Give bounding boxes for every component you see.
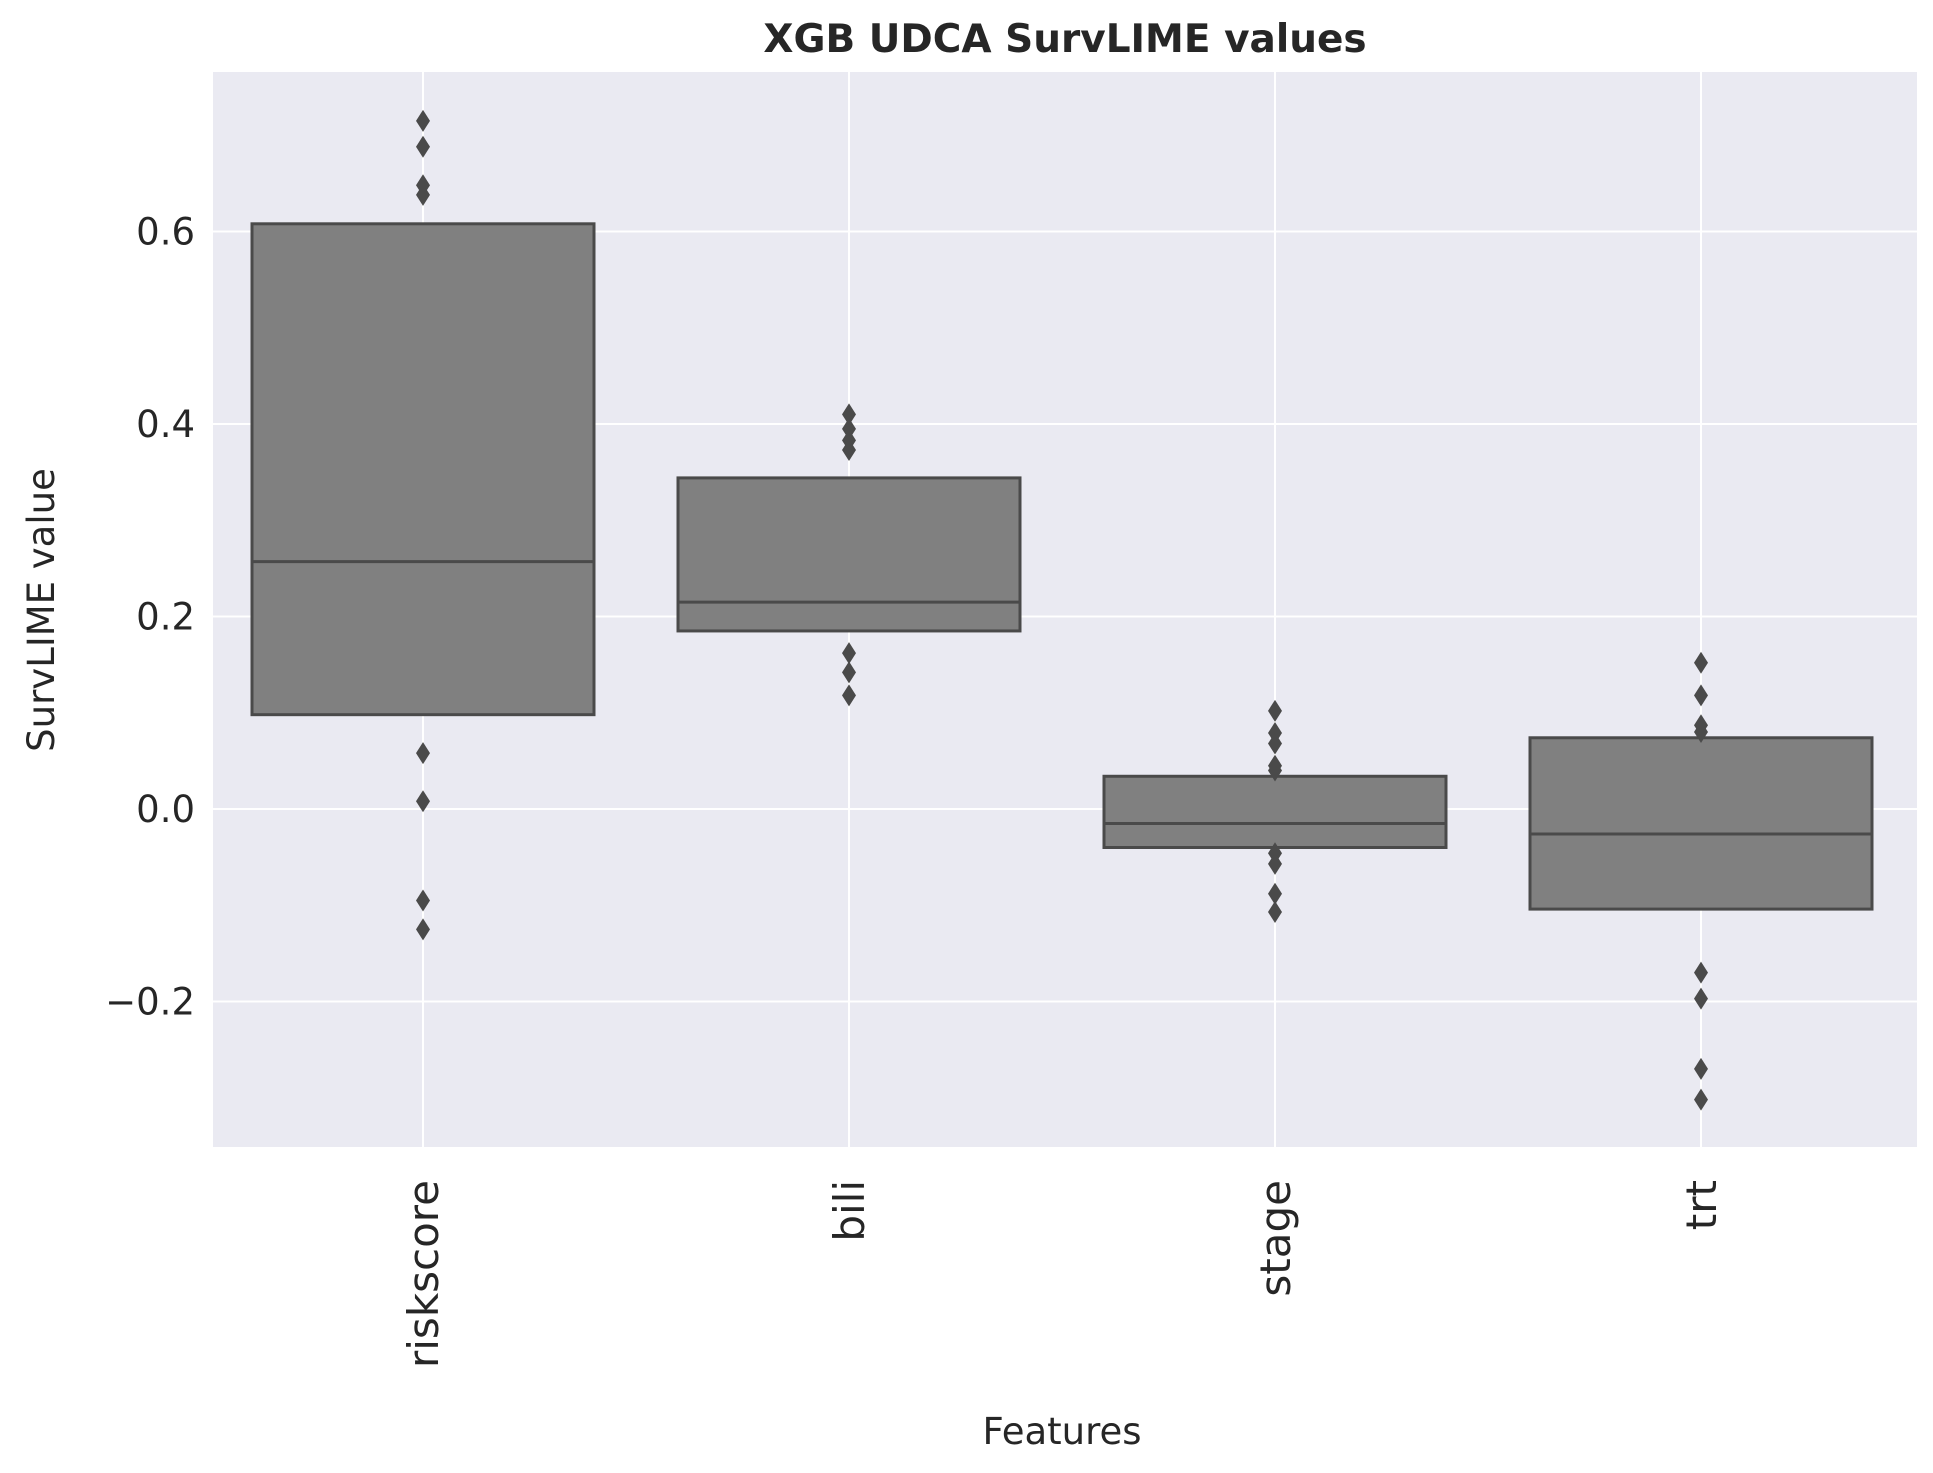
box-riskscore: [250, 222, 596, 717]
outlier-point: [1268, 882, 1282, 905]
outlier-point: [416, 742, 430, 765]
outlier-point: [842, 438, 856, 461]
outlier-point: [1268, 900, 1282, 923]
outlier-point: [1694, 1057, 1708, 1080]
x-tick-label: trt: [1677, 1180, 1726, 1230]
outlier-point: [1694, 684, 1708, 707]
outlier-point: [416, 918, 430, 941]
box-trt: [1528, 736, 1874, 911]
y-tick-label: 0.6: [136, 211, 195, 254]
y-tick-label: −0.2: [105, 981, 195, 1024]
x-tick-label: bili: [825, 1180, 874, 1242]
outlier-point: [1694, 987, 1708, 1010]
outlier-point: [1268, 699, 1282, 722]
outlier-point: [416, 183, 430, 206]
outlier-point: [416, 109, 430, 132]
y-axis-ticks: −0.2 0.0 0.2 0.4 0.6: [105, 211, 195, 1024]
box-bili: [676, 476, 1022, 633]
chart-title: XGB UDCA SurvLIME values: [763, 17, 1366, 62]
outlier-point: [842, 661, 856, 684]
outlier-point: [416, 790, 430, 813]
outlier-point: [1268, 759, 1282, 782]
y-tick-label: 0.0: [136, 788, 195, 831]
y-tick-label: 0.4: [136, 403, 195, 446]
x-axis-label: Features: [982, 1410, 1141, 1453]
outlier-point: [842, 417, 856, 440]
outlier-point: [1694, 721, 1708, 743]
x-axis-ticks: riskscore bili stage trt: [399, 1180, 1726, 1368]
x-tick-label: stage: [1251, 1180, 1300, 1297]
outlier-point: [1268, 732, 1282, 755]
outlier-point: [1694, 651, 1708, 674]
outlier-point: [1694, 1088, 1708, 1111]
y-tick-label: 0.2: [136, 596, 195, 639]
outlier-point: [842, 684, 856, 707]
outlier-point: [842, 642, 856, 665]
outlier-point: [416, 135, 430, 158]
box-group: [250, 109, 1874, 1111]
y-axis-label: SurvLIME value: [20, 468, 63, 752]
outlier-point: [1268, 852, 1282, 875]
outlier-point: [842, 403, 856, 426]
x-tick-label: riskscore: [399, 1180, 448, 1368]
outlier-point: [416, 889, 430, 912]
outlier-point: [1694, 961, 1708, 984]
box-stage: [1102, 774, 1448, 850]
